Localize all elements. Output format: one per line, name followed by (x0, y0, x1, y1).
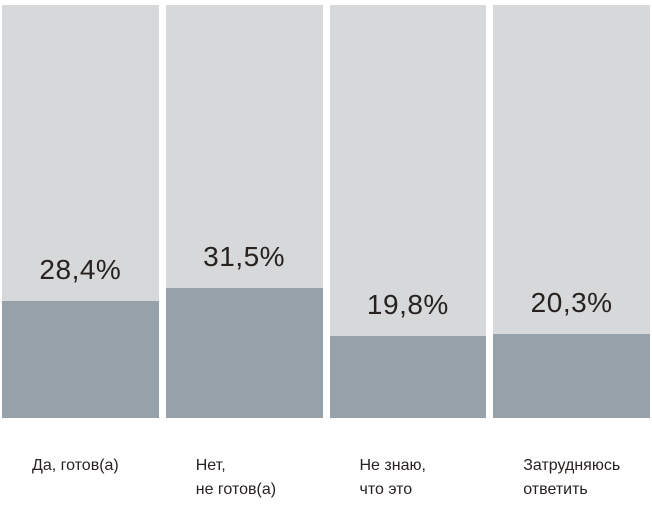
bar-fill (2, 301, 159, 418)
bar-value-label: 19,8% (366, 289, 449, 320)
bar-category-label: Затрудняюсь ответить (523, 457, 621, 498)
bar-column: 20,3% (493, 5, 650, 418)
bar-fill (165, 288, 323, 418)
bar-value-label: 20,3% (530, 287, 613, 318)
bar-column: 31,5% (165, 5, 323, 418)
bar-category-label: Не знаю, что это (359, 457, 426, 498)
bar-category-label: Нет, не готов(а) (195, 457, 277, 498)
bar-fill (493, 334, 650, 418)
category-labels-row: Да, готов(а) Нет, не готов(а) Не знаю, ч… (0, 454, 652, 502)
bar-value-label: 31,5% (203, 241, 286, 272)
bar-category-label: Да, готов(а) (32, 457, 119, 474)
bar-value-label: 28,4% (39, 254, 122, 285)
bar-column: 28,4% (2, 5, 159, 418)
bar-column: 19,8% (329, 5, 487, 418)
bar-fill (329, 336, 487, 418)
bar-chart: 28,4% 31,5% 19,8% 20,3% (2, 5, 650, 418)
